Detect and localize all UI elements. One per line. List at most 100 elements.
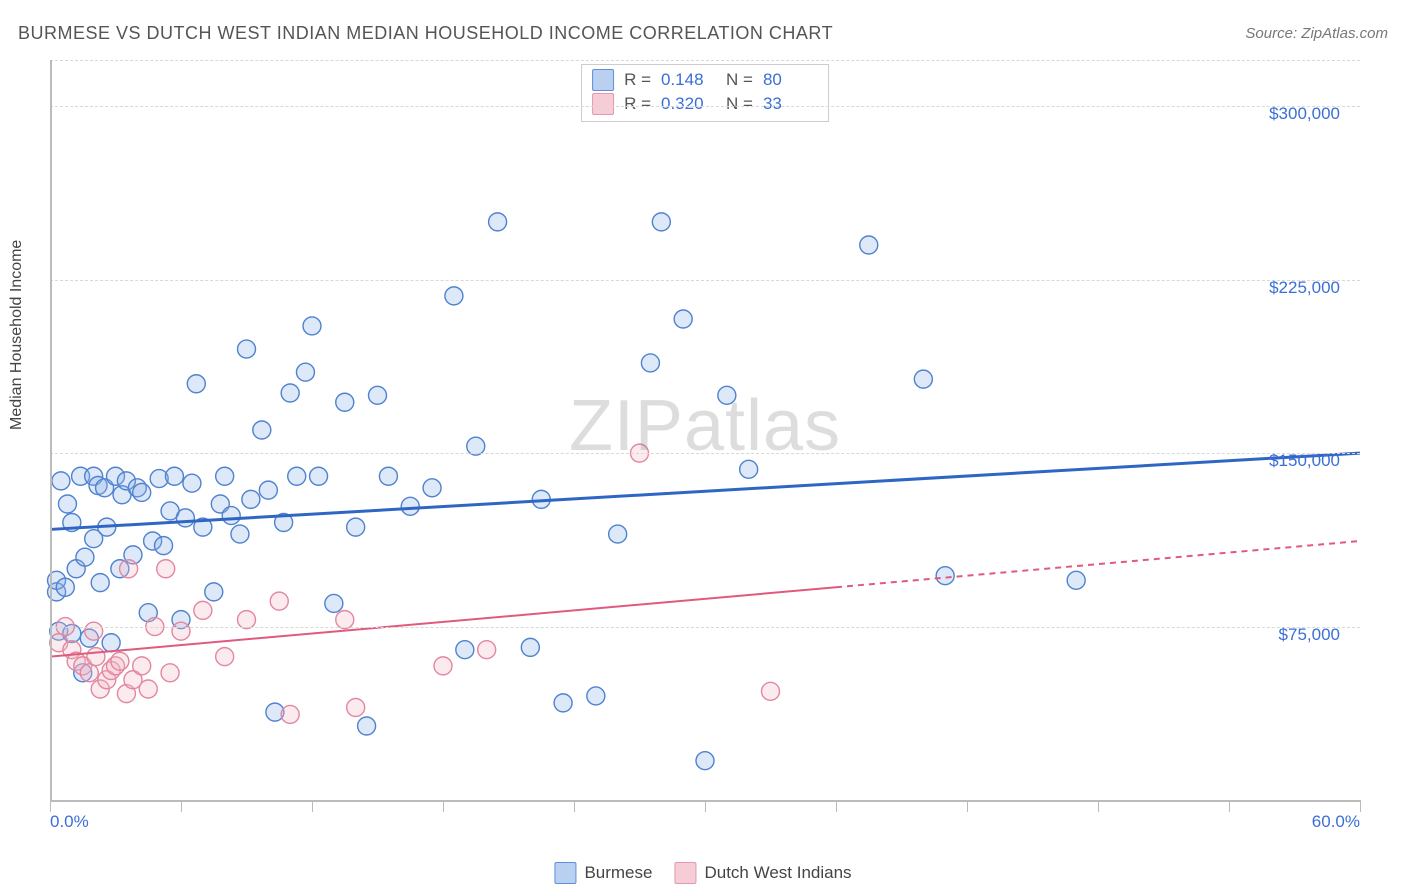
chart-title: BURMESE VS DUTCH WEST INDIAN MEDIAN HOUS… [18, 23, 833, 44]
scatter-point [1067, 571, 1085, 589]
scatter-point [242, 490, 260, 508]
scatter-point [56, 578, 74, 596]
scatter-point [120, 560, 138, 578]
x-tick [50, 800, 51, 812]
scatter-point [259, 481, 277, 499]
stats-legend-row: R = 0.320N = 33 [592, 93, 818, 115]
gridline [50, 453, 1360, 454]
scatter-point [139, 680, 157, 698]
scatter-point [489, 213, 507, 231]
source-attribution: Source: ZipAtlas.com [1245, 25, 1388, 42]
scatter-point [423, 479, 441, 497]
scatter-point [155, 537, 173, 555]
chart-svg [50, 60, 1360, 800]
scatter-point [85, 622, 103, 640]
scatter-point [194, 601, 212, 619]
scatter-point [172, 622, 190, 640]
y-tick-label: $75,000 [1279, 625, 1340, 645]
scatter-point [369, 386, 387, 404]
x-tick [312, 800, 313, 812]
gridline [50, 60, 1360, 61]
gridline [50, 627, 1360, 628]
y-tick-label: $300,000 [1269, 104, 1340, 124]
scatter-point [914, 370, 932, 388]
scatter-point [91, 574, 109, 592]
scatter-point [641, 354, 659, 372]
scatter-point [310, 467, 328, 485]
scatter-point [52, 472, 70, 490]
stats-legend-row: R = 0.148N = 80 [592, 69, 818, 91]
scatter-point [401, 497, 419, 515]
scatter-point [445, 287, 463, 305]
scatter-point [157, 560, 175, 578]
scatter-point [281, 705, 299, 723]
scatter-point [205, 583, 223, 601]
y-axis-label: Median Household Income [8, 240, 26, 430]
scatter-point [347, 518, 365, 536]
x-tick [836, 800, 837, 812]
scatter-point [587, 687, 605, 705]
scatter-point [216, 648, 234, 666]
x-tick [443, 800, 444, 812]
scatter-point [652, 213, 670, 231]
scatter-point [936, 567, 954, 585]
scatter-point [860, 236, 878, 254]
x-tick [181, 800, 182, 812]
scatter-point [288, 467, 306, 485]
scatter-point [222, 507, 240, 525]
scatter-point [102, 634, 120, 652]
x-tick [1360, 800, 1361, 812]
scatter-point [740, 460, 758, 478]
scatter-point [521, 638, 539, 656]
scatter-point [133, 657, 151, 675]
x-tick-label: 60.0% [1312, 812, 1360, 832]
scatter-point [379, 467, 397, 485]
x-tick [967, 800, 968, 812]
scatter-point [296, 363, 314, 381]
scatter-point [253, 421, 271, 439]
legend-swatch [592, 93, 614, 115]
y-axis [50, 60, 52, 800]
scatter-point [231, 525, 249, 543]
trendline-dashed [836, 541, 1360, 587]
legend-swatch [674, 862, 696, 884]
scatter-point [187, 375, 205, 393]
scatter-point [183, 474, 201, 492]
legend-swatch [554, 862, 576, 884]
plot-area: ZIPatlas R = 0.148N = 80R = 0.320N = 33 … [50, 60, 1360, 800]
gridline [50, 106, 1360, 107]
stats-legend: R = 0.148N = 80R = 0.320N = 33 [581, 64, 829, 122]
series-legend-item: Dutch West Indians [674, 862, 851, 884]
scatter-point [609, 525, 627, 543]
series-legend: Burmese Dutch West Indians [554, 862, 851, 884]
scatter-point [87, 648, 105, 666]
scatter-point [434, 657, 452, 675]
scatter-point [76, 548, 94, 566]
scatter-point [133, 483, 151, 501]
scatter-point [674, 310, 692, 328]
scatter-point [80, 664, 98, 682]
scatter-point [58, 495, 76, 513]
scatter-point [270, 592, 288, 610]
scatter-point [456, 641, 474, 659]
scatter-point [347, 699, 365, 717]
scatter-point [336, 393, 354, 411]
scatter-point [554, 694, 572, 712]
series-legend-item: Burmese [554, 862, 652, 884]
x-tick [574, 800, 575, 812]
scatter-point [281, 384, 299, 402]
x-tick [1098, 800, 1099, 812]
x-tick [705, 800, 706, 812]
scatter-point [358, 717, 376, 735]
trendline [50, 587, 836, 656]
scatter-point [762, 682, 780, 700]
legend-swatch [592, 69, 614, 91]
x-tick [1229, 800, 1230, 812]
scatter-point [303, 317, 321, 335]
scatter-point [325, 594, 343, 612]
scatter-point [216, 467, 234, 485]
scatter-point [478, 641, 496, 659]
y-tick-label: $150,000 [1269, 451, 1340, 471]
scatter-point [696, 752, 714, 770]
scatter-point [718, 386, 736, 404]
